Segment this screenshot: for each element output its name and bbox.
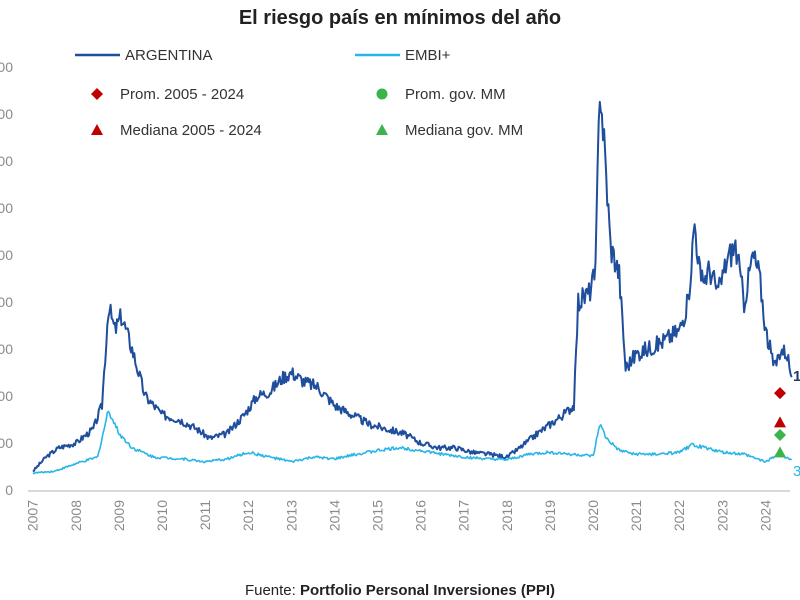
- legend-marker-triangle-icon: [91, 124, 103, 135]
- source-note: Fuente: Portfolio Personal Inversiones (…: [245, 582, 555, 599]
- y-tick-label: 4000: [0, 106, 13, 122]
- reference-marker-triangle-icon: [774, 416, 786, 428]
- legend-label: EMBI+: [405, 47, 451, 64]
- legend-label: Mediana gov. MM: [405, 122, 523, 139]
- y-tick-label: 1500: [0, 341, 13, 357]
- x-tick-label: 2016: [413, 500, 429, 531]
- x-tick-label: 2021: [628, 500, 644, 531]
- x-tick-label: 2017: [456, 500, 472, 531]
- y-tick-label: 4500: [0, 59, 13, 75]
- legend-label: Prom. 2005 - 2024: [120, 86, 244, 103]
- legend-marker-triangle-icon: [376, 124, 388, 135]
- x-tick-label: 2012: [240, 500, 256, 531]
- x-tick-label: 2013: [283, 500, 299, 531]
- y-tick-label: 3000: [0, 200, 13, 216]
- y-tick-label: 0: [5, 482, 13, 498]
- legend-label: Prom. gov. MM: [405, 86, 506, 103]
- source-name: Portfolio Personal Inversiones (PPI): [300, 582, 555, 599]
- x-tick-label: 2009: [111, 500, 127, 531]
- series-line-argentina: [32, 100, 793, 473]
- x-tick-label: 2014: [326, 500, 342, 531]
- x-tick-label: 2010: [154, 500, 170, 531]
- reference-marker-triangle-icon: [774, 446, 786, 458]
- source-prefix: Fuente:: [245, 582, 300, 599]
- chart-title: El riesgo país en mínimos del año: [239, 7, 561, 29]
- x-tick-label: 2020: [585, 500, 601, 531]
- x-tick-label: 2018: [499, 500, 515, 531]
- x-tick-label: 2015: [370, 500, 386, 531]
- y-tick-label: 500: [0, 435, 13, 451]
- y-tick-label: 1000: [0, 388, 13, 404]
- reference-marker-circle-icon: [774, 429, 786, 442]
- legend-label: ARGENTINA: [125, 47, 213, 64]
- legend-marker-circle-icon: [376, 88, 388, 100]
- x-tick-label: 2022: [671, 500, 687, 531]
- series-line-embi: [32, 410, 793, 475]
- legend-marker-diamond-icon: [91, 88, 103, 100]
- end-label-embi: 3: [793, 463, 800, 480]
- x-tick-label: 2019: [542, 500, 558, 531]
- legend-label: Mediana 2005 - 2024: [120, 122, 262, 139]
- reference-marker-diamond-icon: [774, 387, 786, 400]
- end-label-argentina: 1.: [793, 368, 800, 385]
- x-tick-label: 2007: [25, 500, 41, 531]
- x-tick-label: 2008: [68, 500, 84, 531]
- y-tick-label: 3500: [0, 153, 13, 169]
- y-tick-label: 2500: [0, 247, 13, 263]
- x-tick-label: 2011: [197, 500, 213, 530]
- y-tick-label: 2000: [0, 294, 13, 310]
- x-tick-label: 2023: [714, 500, 730, 531]
- x-tick-label: 2024: [757, 500, 773, 531]
